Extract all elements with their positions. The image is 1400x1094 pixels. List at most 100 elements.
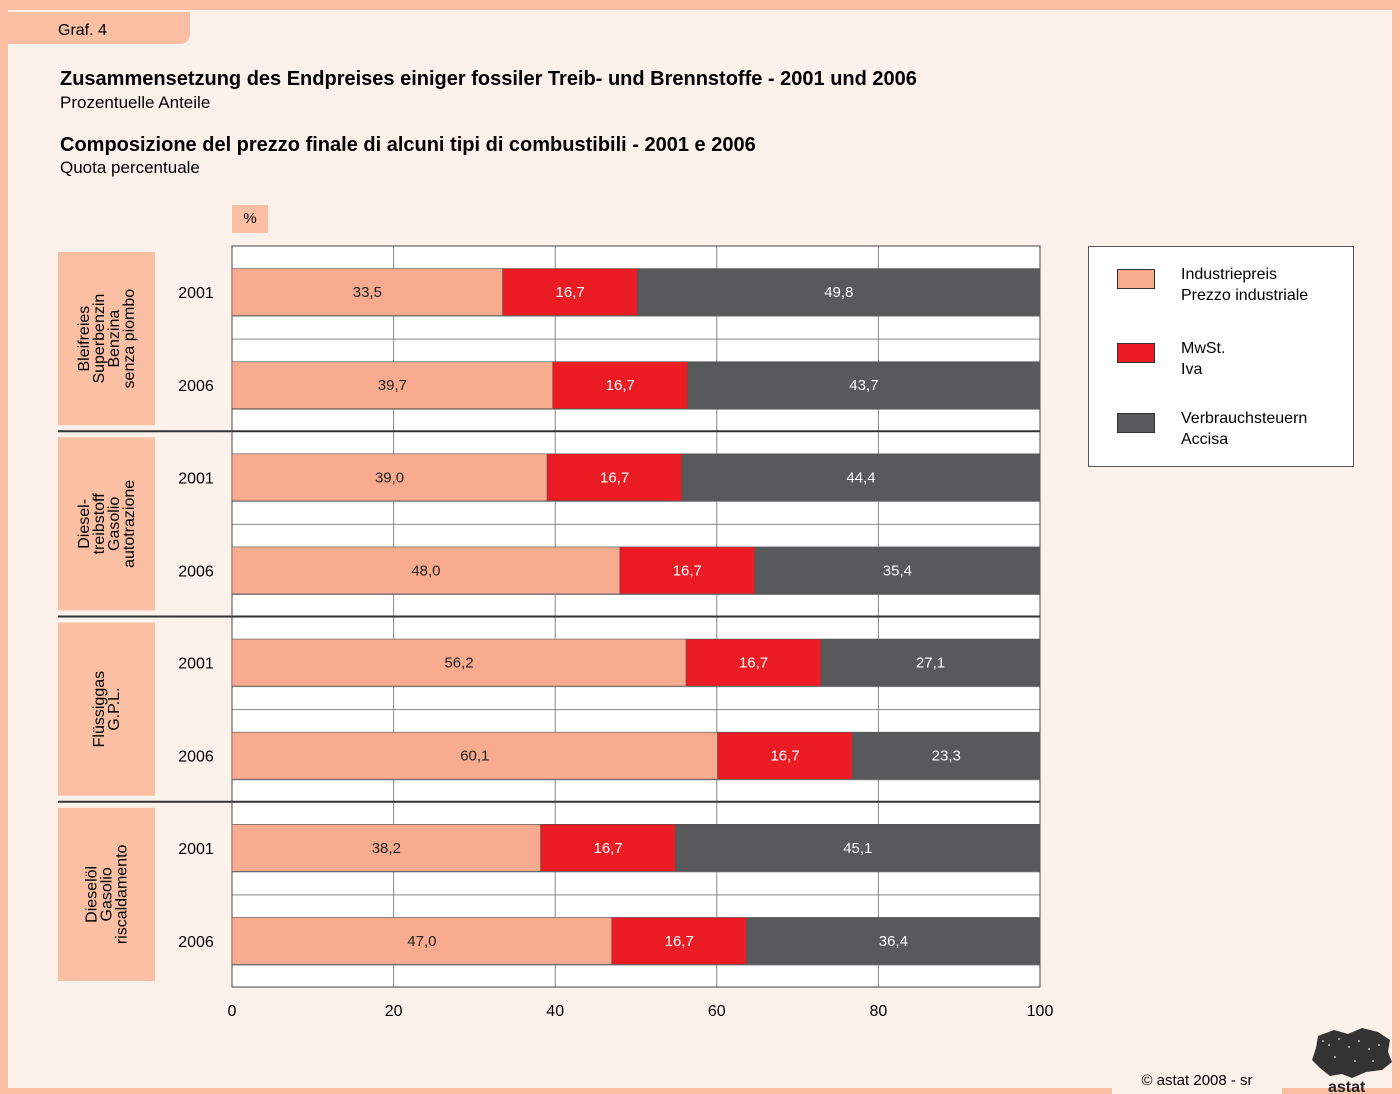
data-label: 16,7: [556, 284, 585, 301]
group-label: BleifreiesSuperbenzinBenzinasenza piombo: [76, 289, 138, 389]
data-label: 47,0: [407, 933, 436, 950]
group-label-box: [58, 252, 155, 426]
x-tick-label: 20: [385, 1003, 403, 1020]
group-label: DieselölGasolioriscaldamento: [84, 844, 131, 944]
group-label-line: autotrazione: [121, 480, 138, 568]
data-label: 44,4: [846, 469, 875, 486]
x-tick-label: 100: [1027, 1003, 1054, 1020]
astat-logo: astat: [1312, 1028, 1392, 1094]
copyright-symbol: ©: [1141, 1072, 1153, 1089]
legend-swatch-vat: [1117, 343, 1155, 363]
data-label: 16,7: [673, 562, 702, 579]
group-label-box: [58, 807, 155, 981]
legend-label-industrial-de: Industriepreis: [1181, 266, 1278, 283]
copyright-text: astat 2008 - sr: [1156, 1072, 1253, 1089]
group-label-line: Bleifreies: [76, 306, 93, 372]
group-label-line: Gasolio: [99, 867, 116, 921]
year-label: 2006: [178, 378, 214, 395]
data-label: 36,4: [879, 933, 908, 950]
group-label-line: Benzina: [106, 310, 123, 368]
data-label: 60,1: [460, 748, 489, 765]
bar-segment: [231, 361, 554, 409]
data-label: 16,7: [594, 840, 623, 857]
group-label-line: G.P.L.: [106, 687, 123, 730]
legend-label-industrial-it: Prezzo industriale: [1181, 287, 1309, 304]
unit-label: %: [232, 205, 268, 233]
legend-swatch-excise: [1117, 413, 1155, 433]
legend-label-vat-it: Iva: [1181, 361, 1203, 378]
data-label: 48,0: [411, 562, 440, 579]
data-label: 33,5: [353, 284, 382, 301]
logo-text: astat: [1328, 1079, 1366, 1094]
bar-segment: [611, 917, 747, 965]
bar-segment: [717, 731, 853, 780]
legend-label-vat-de: MwSt.: [1181, 340, 1226, 357]
data-label: 39,7: [378, 377, 407, 394]
year-label: 2001: [178, 285, 214, 302]
bar-segment: [820, 638, 1041, 687]
data-label: 38,2: [372, 840, 401, 857]
group-label-line: Flüssiggas: [91, 671, 108, 747]
bar-segment: [675, 824, 1041, 872]
data-label: 16,7: [600, 469, 629, 486]
title-italian: Composizione del prezzo finale di alcuni…: [60, 134, 756, 156]
title-german: Zusammensetzung des Endpreises einiger f…: [60, 68, 917, 90]
bar-segment: [681, 453, 1041, 502]
x-tick-label: 60: [708, 1003, 726, 1020]
data-label: 16,7: [739, 655, 768, 672]
group-label-line: Gasolio: [106, 497, 123, 551]
data-label: 43,7: [849, 377, 878, 394]
year-label: 2001: [178, 656, 214, 673]
data-label: 35,4: [883, 562, 912, 579]
x-tick-label: 40: [546, 1003, 564, 1020]
bar-segment: [231, 731, 718, 780]
data-label: 39,0: [375, 469, 404, 486]
bar-segment: [746, 917, 1041, 965]
plot-border: [231, 245, 1041, 988]
bar-segment: [231, 546, 621, 595]
x-tick-label: 80: [870, 1003, 888, 1020]
bar-segment: [685, 638, 822, 687]
group-label: Diesel-treibstoffGasolioautotrazione: [76, 480, 138, 568]
bar-segment: [231, 824, 541, 872]
legend: Industriepreis Prezzo industriale MwSt. …: [1088, 246, 1354, 467]
graf-tab: [0, 12, 190, 44]
data-label: 16,7: [606, 377, 635, 394]
group-label-box: [58, 437, 155, 611]
bar-segment: [502, 268, 638, 316]
group-label-line: Diesel-: [76, 499, 93, 549]
bar-segment: [619, 546, 756, 595]
bar-segment: [687, 361, 1041, 409]
year-label: 2006: [178, 934, 214, 951]
x-tick-label: 0: [228, 1003, 237, 1020]
bar-segment: [852, 731, 1041, 780]
year-label: 2001: [178, 470, 214, 487]
group-label-box: [58, 622, 155, 796]
data-label: 45,1: [843, 840, 872, 857]
group-label-line: riscaldamento: [114, 844, 131, 944]
bar-segment: [637, 268, 1041, 316]
bar-segment: [552, 361, 689, 409]
group-label-line: Dieselöl: [84, 866, 101, 923]
subtitle-german: Prozentuelle Anteile: [60, 93, 211, 112]
legend-swatch-industrial: [1117, 269, 1155, 289]
subtitle-italian: Quota percentuale: [60, 158, 200, 177]
legend-label-excise-it: Accisa: [1181, 431, 1229, 448]
data-label: 27,1: [916, 655, 945, 672]
year-label: 2001: [178, 841, 214, 858]
data-label: 16,7: [770, 748, 799, 765]
bar-segment: [754, 546, 1041, 595]
copyright-note: © astat 2008 - sr: [1112, 1068, 1282, 1094]
bar-segment: [231, 453, 548, 502]
bar-segment: [231, 268, 503, 316]
data-label: 23,3: [932, 748, 961, 765]
group-label-line: Superbenzin: [91, 294, 108, 384]
data-label: 16,7: [665, 933, 694, 950]
group-label-line: senza piombo: [121, 289, 138, 389]
group-label-line: treibstoff: [91, 493, 108, 555]
bar-segment: [231, 638, 687, 687]
year-label: 2006: [178, 563, 214, 580]
data-label: 49,8: [824, 284, 853, 301]
group-label: FlüssiggasG.P.L.: [91, 671, 123, 747]
